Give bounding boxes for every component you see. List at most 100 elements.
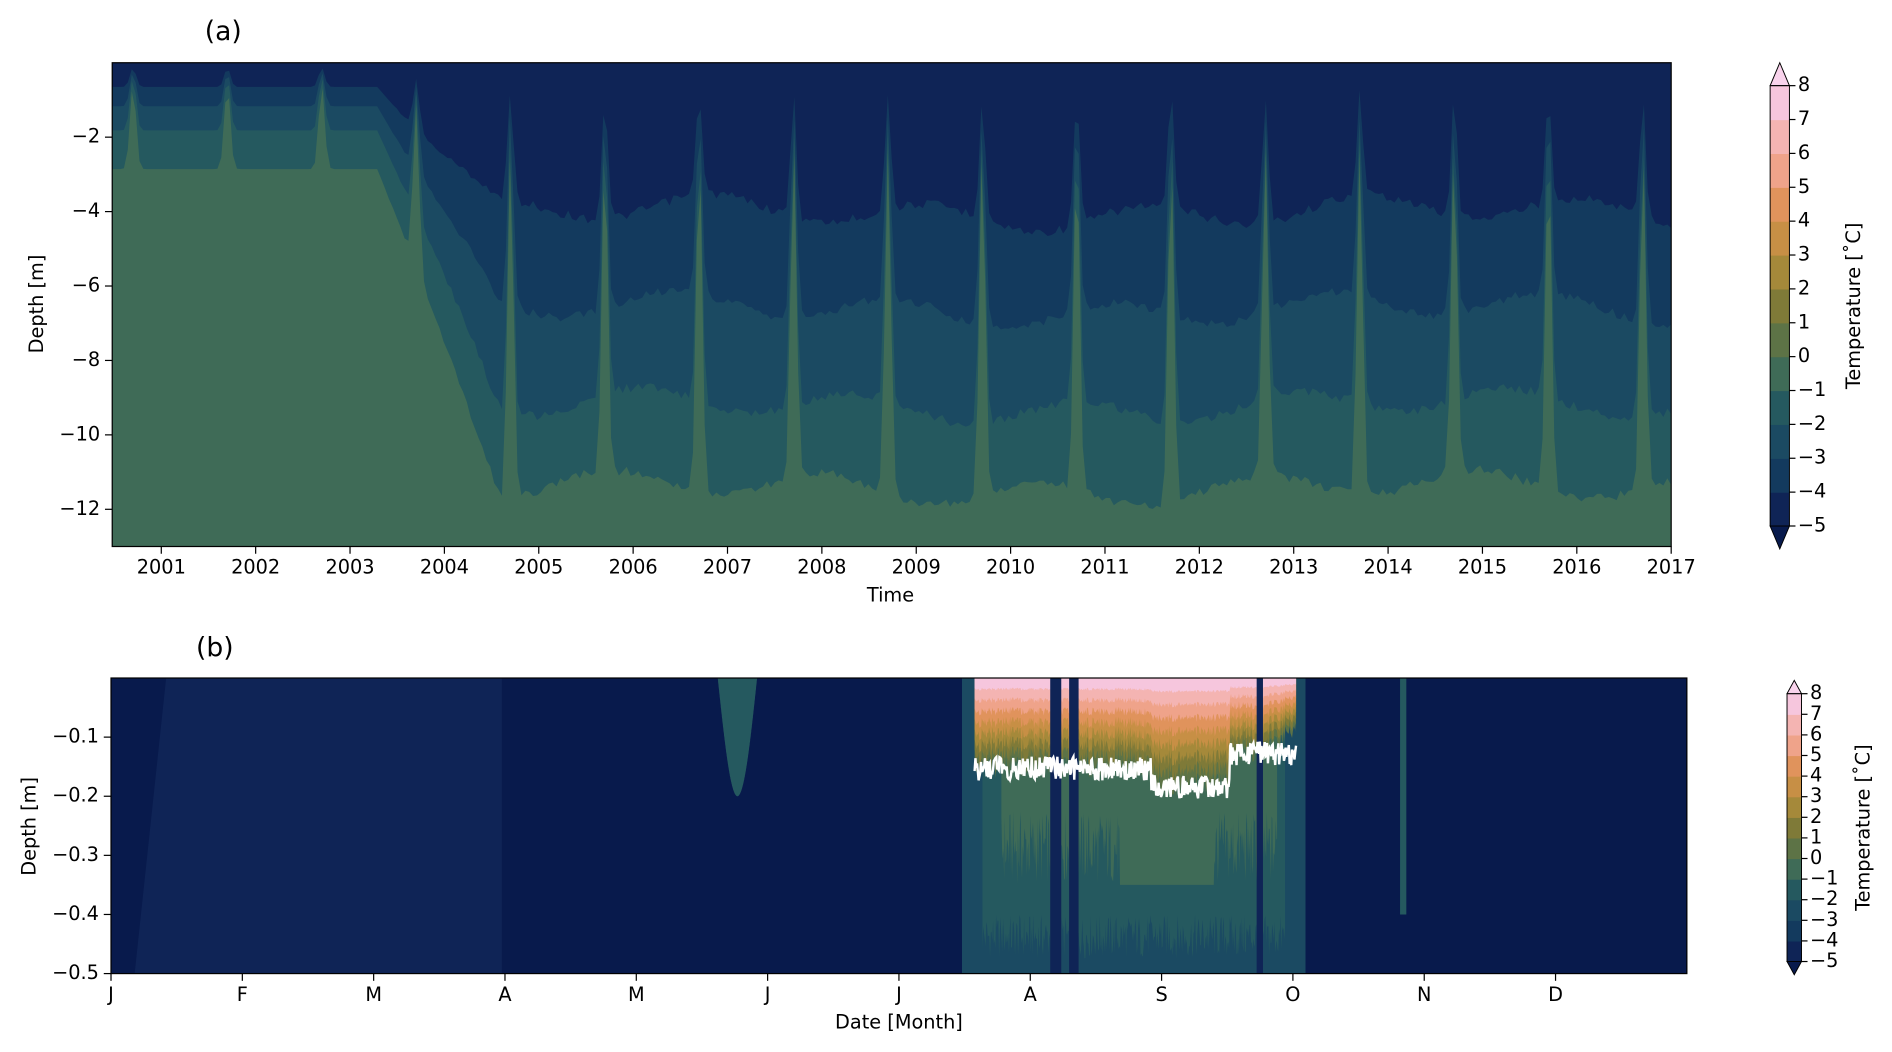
colorbar-tick-label: 5	[1810, 743, 1822, 766]
colorbar-segment	[1770, 187, 1790, 222]
x-tick-label: D	[1548, 983, 1563, 1006]
colorbar-tick-label: 0	[1798, 344, 1810, 367]
x-tick-label: 2005	[514, 556, 563, 579]
colorbar-frame	[1786, 693, 1802, 963]
x-axis-label: Time	[866, 583, 914, 606]
colorbar-segment	[1770, 255, 1790, 290]
y-axis-label: Depth [m]	[25, 255, 48, 354]
colorbar-segment	[1787, 920, 1802, 942]
colorbar-tick-label: 3	[1810, 784, 1822, 807]
colorbar-segment	[1770, 288, 1790, 324]
y-tick-label: −2	[72, 125, 100, 148]
colorbar-segment	[1770, 119, 1790, 155]
colorbar-segment	[1787, 755, 1802, 777]
colorbar-extend-high	[1769, 61, 1791, 87]
contour-band	[1400, 678, 1407, 915]
y-axis-label: Depth [m]	[18, 777, 41, 876]
x-tick-label: 2009	[892, 556, 941, 579]
colorbar-segment	[1770, 85, 1790, 121]
colorbar-tick-label: −5	[1798, 514, 1826, 537]
x-tick-label: 2014	[1364, 556, 1413, 579]
colorbar-segment	[1770, 458, 1790, 493]
colorbar-tick-label: 8	[1810, 681, 1822, 704]
colorbar-tick-label: −2	[1810, 887, 1838, 910]
colorbar-segment	[1787, 693, 1802, 715]
colorbar-label: Temperature [˚C]	[1842, 223, 1865, 391]
x-tick-label: 2016	[1552, 556, 1601, 579]
colorbar-tick-label: −5	[1810, 949, 1838, 972]
colorbar-segment	[1787, 734, 1802, 757]
x-tick-label: S	[1155, 983, 1167, 1006]
colorbar-tick-label: 7	[1798, 107, 1810, 130]
colorbar-frame	[1769, 85, 1790, 527]
x-tick-label: M	[365, 983, 382, 1006]
x-tick-label: 2006	[609, 556, 658, 579]
colorbar-tick-label: 5	[1798, 175, 1810, 198]
colorbar-tick-label: 4	[1810, 764, 1822, 787]
colorbar-segment	[1770, 424, 1790, 459]
x-tick-label: 2003	[325, 556, 374, 579]
colorbar-segment	[1770, 153, 1790, 188]
x-tick-label: 2001	[137, 556, 186, 579]
colorbar-segment	[1787, 837, 1802, 860]
contour-band	[1069, 678, 1079, 974]
contour-band	[1256, 678, 1263, 974]
y-tick-label: −12	[59, 497, 100, 520]
colorbar-label: Temperature [˚C]	[1852, 744, 1875, 912]
x-tick-label: J	[895, 983, 902, 1006]
x-tick-label: 2011	[1080, 556, 1129, 579]
x-tick-label: A	[498, 983, 512, 1006]
colorbar-segment	[1787, 940, 1802, 963]
colorbar-segment	[1787, 817, 1802, 839]
x-tick-label: O	[1285, 983, 1300, 1006]
colorbar-segment	[1770, 356, 1790, 392]
panel-title: (b)	[196, 633, 234, 664]
plot-frame	[111, 62, 1672, 548]
colorbar-segment	[1787, 776, 1802, 798]
y-tick-label: −0.2	[52, 784, 99, 807]
y-tick-label: −6	[72, 274, 100, 297]
y-tick-label: −0.3	[52, 843, 99, 866]
colorbar-tick-label: 6	[1810, 722, 1822, 745]
y-tick-label: −0.5	[52, 961, 99, 984]
x-axis-label: Date [Month]	[835, 1011, 963, 1034]
x-tick-label: 2007	[703, 556, 752, 579]
colorbar-tick-label: 2	[1798, 276, 1810, 299]
colorbar-extend-high	[1786, 679, 1803, 695]
x-tick-label: 2002	[231, 556, 280, 579]
panel-title: (a)	[205, 16, 242, 47]
colorbar-segment	[1770, 221, 1790, 256]
y-tick-label: −4	[72, 199, 100, 222]
colorbar-segment	[1787, 899, 1802, 921]
colorbar-tick-label: −1	[1798, 378, 1826, 401]
colorbar-tick-label: −4	[1798, 480, 1826, 503]
colorbar-tick-label: −3	[1810, 908, 1838, 931]
contour-band	[112, 62, 1672, 236]
x-tick-label: F	[237, 983, 248, 1006]
colorbar-tick-label: 1	[1798, 310, 1810, 333]
colorbar-tick-label: 4	[1798, 209, 1810, 232]
y-tick-label: −8	[72, 348, 100, 371]
x-tick-label: M	[628, 983, 645, 1006]
x-tick-label: J	[107, 983, 114, 1006]
colorbar-segment	[1770, 322, 1790, 358]
colorbar-tick-label: −4	[1810, 928, 1838, 951]
plot-area	[112, 62, 1672, 547]
x-tick-label: A	[1024, 983, 1038, 1006]
colorbar-tick-label: 2	[1810, 805, 1822, 828]
colorbar-tick-label: −1	[1810, 867, 1838, 890]
y-tick-label: −0.1	[52, 725, 99, 748]
contour-band	[1050, 678, 1062, 974]
colorbar-extend-low	[1769, 525, 1791, 551]
colorbar-tick-label: 6	[1798, 141, 1810, 164]
colorbar-segment	[1787, 796, 1802, 818]
colorbar-segment	[1770, 390, 1790, 425]
colorbar-tick-label: 1	[1810, 825, 1822, 848]
colorbar-segment	[1770, 492, 1790, 527]
contour-band	[134, 678, 502, 974]
y-tick-label: −10	[59, 422, 100, 445]
isotherm-line	[973, 738, 1298, 799]
colorbar-tick-label: −2	[1798, 412, 1826, 435]
colorbar-segment	[1787, 879, 1802, 901]
